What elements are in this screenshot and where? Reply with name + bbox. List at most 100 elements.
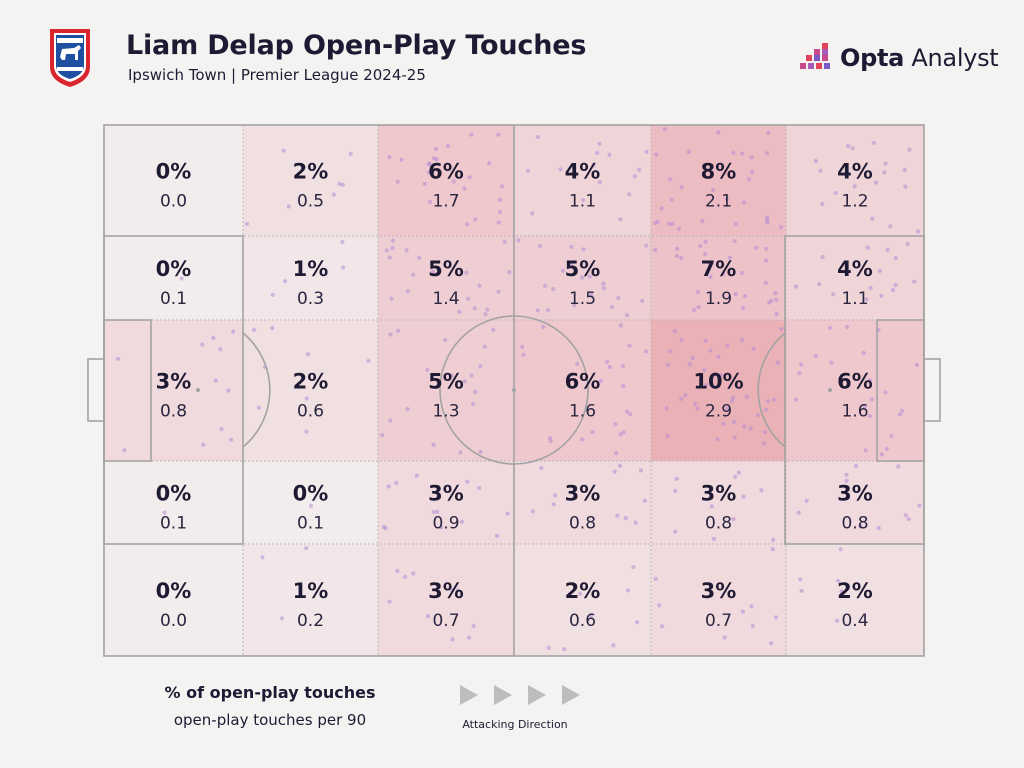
legend-per90-label: open-play touches per 90 [173,711,367,729]
touch-dot [387,155,392,160]
zone-per90-label: 0.1 [160,289,187,309]
touch-dot [390,238,395,243]
touch-dot [609,305,615,310]
heat-zone [514,461,651,544]
touch-dot [213,378,218,383]
touch-dot [742,424,747,429]
zone-per90-label: 0.1 [297,514,324,534]
touch-dot [539,465,544,470]
zone-per90-label: 1.7 [432,192,459,212]
touch-dot [852,184,857,189]
touch-dot [483,312,488,317]
touch-dot [390,246,395,251]
touch-dot [751,346,756,351]
touch-dot [725,406,730,411]
zone-pct-label: 4% [565,160,601,184]
touch-dot [621,384,626,389]
touch-dot [628,412,633,417]
touch-dot [893,256,898,261]
touch-dot [507,270,512,275]
touch-dot [831,292,836,297]
touch-dot [308,503,314,508]
touch-dot [869,397,875,402]
zone-pct-label: 3% [701,482,737,506]
touch-dot [403,574,408,580]
touch-dot [865,245,870,250]
touch-dot [535,308,540,313]
touch-dot [711,536,717,542]
touch-dot [306,352,311,357]
touch-dot [279,616,284,621]
touch-dot [696,305,701,310]
touch-dot [472,306,477,311]
page-subtitle: Ipswich Town | Premier League 2024-25 [128,66,426,84]
touch-dot [673,529,678,534]
touch-dot [772,397,777,402]
touch-dot [890,288,896,293]
touch-dot [773,615,779,620]
zone-pct-label: 7% [701,257,737,281]
touch-dot [462,379,467,384]
touch-dot [670,221,675,227]
zone-pct-label: 3% [701,579,737,603]
touch-dot [754,245,759,250]
touch-dot [340,239,345,245]
touch-dot [838,547,843,552]
touch-dot [766,130,771,135]
touch-dot [578,591,583,597]
touch-dot [281,148,286,153]
touch-dot [581,197,586,203]
touch-dot [686,149,691,154]
touch-dot [449,373,454,378]
touch-dot [744,394,750,399]
touch-dot [679,396,684,401]
touch-dot [537,243,543,248]
touch-dot [727,255,732,260]
touch-dot [473,389,478,394]
touch-dot [773,291,778,296]
touch-dot [623,516,628,521]
touch-dot [731,150,736,155]
touch-dot [853,463,859,469]
touch-dot [676,226,682,231]
touch-dot [653,247,658,253]
attacking-direction-label: Attacking Direction [462,718,568,731]
touch-dot [733,292,738,297]
touch-dot [405,407,410,412]
touch-dot [871,140,877,145]
attacking-direction-arrows [460,685,580,705]
touch-dot [591,163,596,168]
page-title: Liam Delap Open-Play Touches [126,30,587,61]
touch-dot [473,217,478,222]
touch-dot [615,513,620,518]
touch-dot [673,488,678,493]
touch-dot [430,269,435,274]
touch-dot [835,578,841,583]
zone-pct-label: 3% [428,579,464,603]
touch-dot [644,149,649,154]
touch-dot [763,280,768,285]
touch-dot [874,180,879,185]
touch-dot [618,323,623,328]
touch-dot [251,327,257,332]
touch-dot [516,238,521,243]
touch-dot [435,509,440,514]
touch-dot [631,564,636,570]
touch-dot [766,399,771,404]
touch-dot [662,127,667,132]
touch-dot [469,132,474,137]
touch-dot [903,184,908,189]
touch-dot [798,577,803,582]
touch-dot [520,344,525,350]
touch-dot [718,372,723,378]
touch-dot [614,451,619,456]
touch-dot [708,274,713,280]
touch-dot [748,426,753,431]
opta-analyst-logo-icon [800,43,830,69]
zone-per90-label: 1.4 [432,289,459,309]
touch-dot [715,437,720,442]
zone-pct-label: 6% [565,370,601,394]
touch-dot [304,546,309,551]
touch-dot [731,517,736,522]
touch-dot [654,152,659,157]
